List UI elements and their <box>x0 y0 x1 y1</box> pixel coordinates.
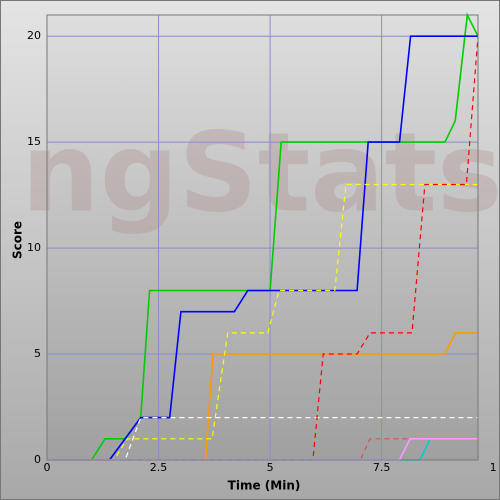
y-tick-label: 15 <box>27 135 41 148</box>
y-tick-label: 5 <box>34 347 41 360</box>
series-line <box>47 183 478 461</box>
plot-border <box>46 14 479 461</box>
y-tick-label: 20 <box>27 29 41 42</box>
y-tick-label: 10 <box>27 241 41 254</box>
x-tick-label: 7.5 <box>373 461 391 474</box>
x-tick-label: 2.5 <box>150 461 168 474</box>
x-tick-label: 1 <box>490 461 497 474</box>
x-axis-label: Time (Min) <box>228 479 301 493</box>
series-line <box>47 12 479 461</box>
y-axis-label: Score <box>11 221 25 259</box>
y-tick-label: 0 <box>34 453 41 466</box>
plot-area <box>47 15 478 460</box>
series-line <box>47 35 478 461</box>
x-tick-label: 0 <box>44 461 51 474</box>
watermark: ngStats <box>21 108 500 236</box>
series-line <box>47 36 479 461</box>
x-tick-label: 5 <box>267 461 274 474</box>
